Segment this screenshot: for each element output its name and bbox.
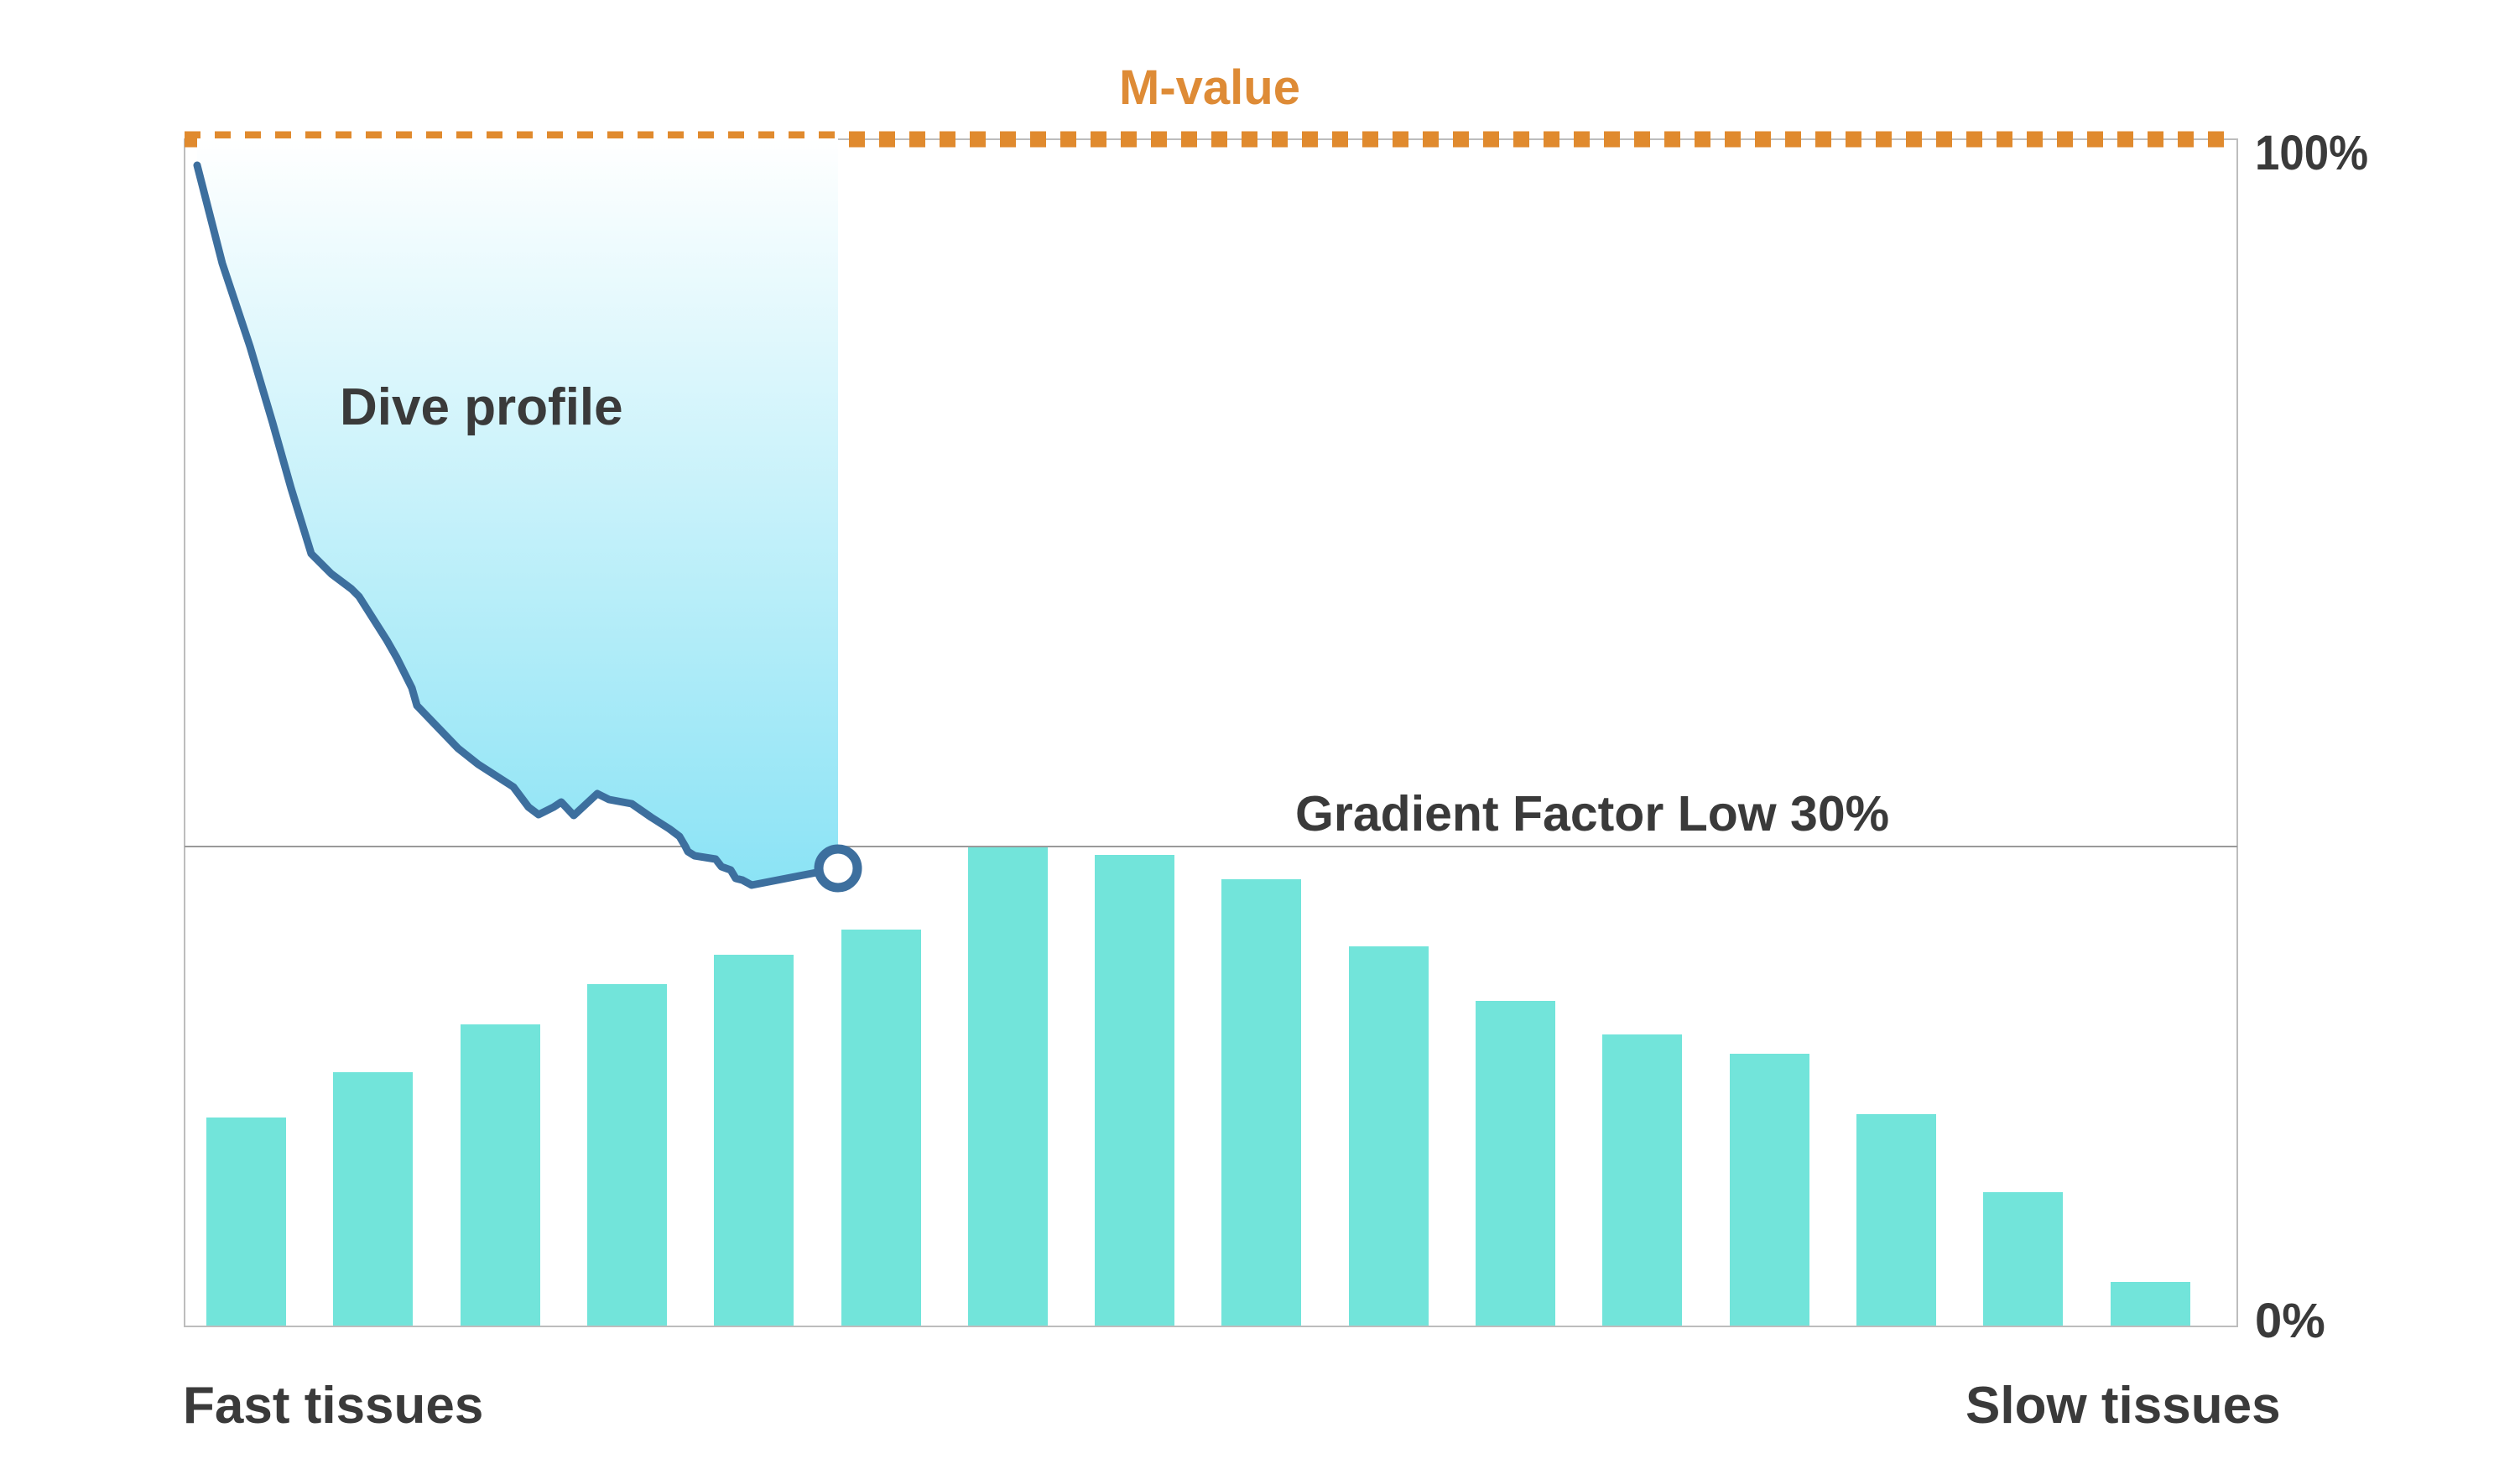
svg-text:0%: 0% xyxy=(2255,1294,2325,1348)
svg-text:Fast tissues: Fast tissues xyxy=(183,1377,483,1435)
svg-text:Slow tissues: Slow tissues xyxy=(1965,1377,2281,1435)
svg-text:100%: 100% xyxy=(2255,126,2368,180)
svg-text:M-value: M-value xyxy=(1119,60,1300,115)
svg-text:Gradient Factor Low 30%: Gradient Factor Low 30% xyxy=(1295,786,1889,841)
svg-text:Dive profile: Dive profile xyxy=(340,378,623,436)
